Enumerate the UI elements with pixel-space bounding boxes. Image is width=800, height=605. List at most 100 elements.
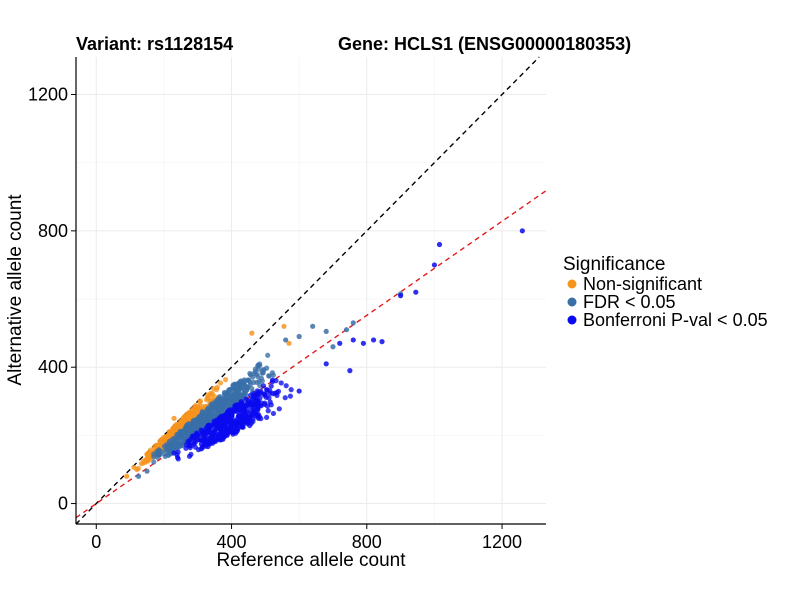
data-point	[296, 333, 302, 340]
data-point	[185, 438, 191, 445]
data-point	[269, 379, 276, 385]
data-point	[244, 401, 250, 407]
data-point	[191, 419, 197, 425]
data-point	[195, 437, 201, 443]
axes	[75, 57, 546, 525]
data-point	[175, 449, 181, 455]
data-point	[210, 386, 217, 392]
data-point	[192, 410, 198, 417]
data-point	[223, 421, 229, 427]
chart-title-variant: Variant: rs1128154	[76, 34, 233, 54]
data-point	[370, 337, 377, 343]
data-point	[265, 352, 271, 358]
data-point	[296, 388, 302, 394]
data-point	[219, 400, 225, 406]
data-point	[264, 414, 270, 420]
y-tick-label: 0	[58, 494, 68, 514]
data-point	[323, 328, 329, 335]
data-point	[162, 453, 168, 459]
data-point	[281, 323, 287, 329]
data-point	[267, 399, 273, 405]
data-point	[255, 415, 262, 421]
reference-line-fit	[75, 190, 547, 519]
data-point	[208, 406, 215, 412]
data-point	[276, 406, 282, 412]
data-point	[205, 424, 212, 431]
data-point	[213, 405, 220, 411]
data-point	[379, 339, 385, 345]
legend-title: Significance	[563, 254, 665, 275]
data-point	[171, 450, 177, 456]
data-point	[215, 425, 221, 431]
data-point	[171, 415, 177, 421]
data-point	[192, 444, 199, 450]
data-point	[258, 400, 265, 406]
data-point	[255, 397, 261, 403]
x-axis-label: Reference allele count	[216, 550, 406, 571]
x-tick-label: 1200	[482, 532, 522, 552]
chart-title-gene: Gene: HCLS1 (ENSG00000180353)	[338, 34, 631, 54]
data-point	[205, 392, 211, 398]
data-point	[360, 340, 367, 346]
data-point	[413, 289, 419, 295]
data-point	[141, 458, 147, 464]
data-point	[247, 379, 253, 385]
data-point	[268, 383, 274, 389]
data-point	[330, 344, 336, 350]
data-point	[190, 424, 196, 430]
data-point	[186, 453, 193, 459]
data-point	[283, 337, 289, 343]
data-point	[323, 361, 329, 367]
data-point	[230, 420, 236, 426]
data-point	[249, 330, 255, 336]
data-point	[270, 391, 276, 397]
data-point	[222, 377, 229, 383]
data-point	[288, 387, 294, 393]
data-point	[248, 413, 254, 419]
data-point	[269, 370, 275, 376]
data-point	[256, 361, 263, 367]
data-point	[161, 443, 168, 450]
data-point	[287, 393, 294, 399]
data-point	[350, 337, 356, 343]
data-point	[519, 228, 525, 234]
data-point	[160, 435, 167, 441]
y-tick-label: 400	[38, 357, 68, 377]
x-tick-label: 800	[352, 532, 382, 552]
data-point	[283, 383, 289, 389]
x-tick-label: 400	[217, 532, 247, 552]
data-point	[237, 378, 243, 385]
data-point	[171, 425, 177, 431]
data-point	[228, 394, 234, 400]
legend-entry-label: Non-significant	[583, 274, 702, 294]
data-point	[270, 410, 277, 417]
data-point	[224, 429, 230, 435]
data-point	[235, 384, 241, 390]
data-point	[343, 327, 350, 333]
data-point	[134, 466, 140, 473]
data-point	[180, 434, 186, 441]
data-point	[196, 414, 202, 420]
data-point	[310, 323, 316, 329]
data-point	[431, 262, 438, 268]
data-point	[274, 390, 280, 396]
data-point	[350, 320, 356, 326]
data-point	[215, 421, 221, 427]
data-point	[244, 387, 250, 393]
data-point	[252, 392, 258, 398]
y-tick-label: 1200	[28, 84, 68, 104]
data-point	[225, 414, 231, 421]
data-point	[260, 383, 267, 389]
ticks: 0 400 800 1200 0 400 800 1200	[28, 84, 522, 552]
data-point	[263, 394, 269, 400]
legend-marker	[567, 315, 577, 325]
data-point	[220, 427, 226, 433]
data-point	[135, 473, 142, 479]
data-point	[398, 293, 404, 299]
legend-marker	[567, 279, 577, 289]
legend-entry-label: Bonferroni P-val < 0.05	[583, 310, 768, 330]
data-point	[197, 402, 203, 408]
data-point	[258, 375, 264, 381]
